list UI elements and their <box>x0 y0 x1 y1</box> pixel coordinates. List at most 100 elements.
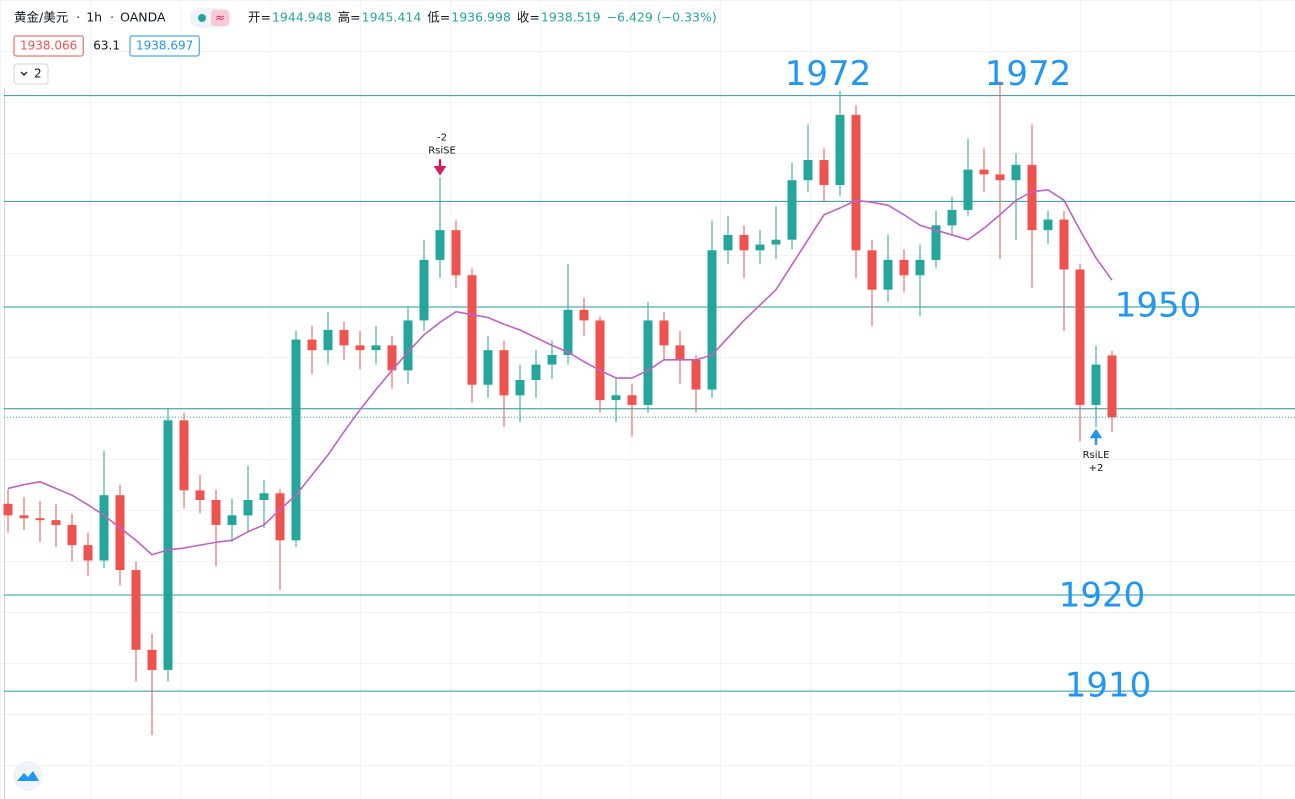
candle-body <box>67 524 77 546</box>
indicator-count: 2 <box>34 67 42 81</box>
ohlc-value: 1945.414 <box>362 10 422 25</box>
candle-body <box>435 230 445 260</box>
level-label: 1972 <box>985 54 1072 94</box>
candle-body <box>707 250 717 390</box>
indicator-toggle[interactable] <box>13 63 49 85</box>
candle-body <box>643 320 653 405</box>
candle-body <box>131 570 141 650</box>
candle-body <box>675 345 685 360</box>
candle-body <box>3 503 13 516</box>
candle-body <box>611 395 621 401</box>
candle-body <box>819 160 829 185</box>
candle-body <box>803 160 813 181</box>
candle-body <box>883 259 893 290</box>
candle-body <box>835 114 845 185</box>
signal-name: RsiSE <box>428 145 456 156</box>
moving-average <box>7 188 1113 556</box>
candle-body <box>787 180 797 240</box>
candle-body <box>931 225 941 260</box>
candle-body <box>899 259 909 276</box>
candle-body <box>19 515 29 519</box>
status-dot <box>198 14 206 22</box>
candle-body <box>115 495 125 571</box>
candle-body <box>451 230 461 276</box>
candle-body <box>467 275 477 385</box>
source: OANDA <box>120 10 166 25</box>
candle-body <box>755 244 765 251</box>
level-label: 1920 <box>1059 576 1146 616</box>
candle-body <box>227 515 237 525</box>
logo-badge[interactable] <box>13 761 43 791</box>
signal-qty: +2 <box>1089 463 1104 474</box>
candle-body <box>275 493 285 541</box>
candle-body <box>99 495 109 561</box>
wave-glyph: ≈ <box>215 11 225 25</box>
signal-name: RsiLE <box>1083 450 1110 461</box>
separator: · <box>76 11 80 25</box>
ohlc-label: 开= <box>248 10 271 25</box>
spread: 63.1 <box>93 39 120 53</box>
candle-body <box>419 259 429 321</box>
candle-body <box>547 354 557 365</box>
candle-body <box>323 330 333 351</box>
candle-body <box>1027 164 1037 231</box>
candle-body <box>163 420 173 670</box>
candle-body <box>771 239 781 245</box>
candle-body <box>1107 355 1117 418</box>
candle-body <box>1043 219 1053 231</box>
candle-body <box>307 339 317 351</box>
candle-body <box>371 345 381 351</box>
candle-body <box>179 420 189 491</box>
level-label: 1950 <box>1115 285 1202 325</box>
ohlc-value: 1944.948 <box>272 10 332 25</box>
candle-body <box>563 309 573 355</box>
candle-body <box>979 169 989 175</box>
ask: 1938.697 <box>136 39 193 53</box>
ohlc-label: 高= <box>338 10 361 25</box>
wave-icon[interactable] <box>211 10 229 26</box>
candle-body <box>531 364 541 380</box>
symbol: 黄金/美元 <box>14 10 68 25</box>
candle-body <box>659 320 669 346</box>
logo <box>17 771 39 781</box>
candle-body <box>723 234 733 251</box>
interval: 1h <box>86 10 102 25</box>
candle-body <box>211 499 221 525</box>
candle-body <box>339 330 349 346</box>
chevron <box>20 71 28 76</box>
candle-body <box>51 520 61 525</box>
level-label: 1972 <box>785 54 872 94</box>
ohlc-label: 低= <box>427 10 450 25</box>
candle-body <box>995 174 1005 181</box>
separator: · <box>110 11 114 25</box>
candle-body <box>851 114 861 251</box>
change: −6.429 (−0.33%) <box>607 10 717 25</box>
long-arrow <box>1089 428 1103 445</box>
candle-body <box>739 234 749 251</box>
short-arrow <box>433 159 447 176</box>
candle-body <box>147 649 157 670</box>
ohlc-label: 收= <box>517 10 540 25</box>
signal-qty: -2 <box>437 132 447 143</box>
candle-body <box>195 490 205 500</box>
candle-body <box>35 518 45 521</box>
candle-body <box>483 350 493 385</box>
candle-body <box>1075 269 1085 405</box>
bid: 1938.066 <box>20 39 77 53</box>
ohlc-value: 1936.998 <box>451 10 511 25</box>
candle-body <box>1011 164 1021 181</box>
candle-body <box>355 345 365 351</box>
candle-body <box>83 545 93 561</box>
candle-body <box>627 395 637 405</box>
candle-body <box>867 250 877 290</box>
candle-body <box>691 359 701 390</box>
candle-body <box>595 320 605 401</box>
candle-body <box>387 345 397 371</box>
candle-body <box>579 309 589 321</box>
candle-body <box>963 169 973 210</box>
candle-body <box>499 350 509 396</box>
candle-body <box>1059 219 1069 270</box>
bid-box[interactable] <box>13 35 84 57</box>
ask-box[interactable] <box>129 35 200 57</box>
